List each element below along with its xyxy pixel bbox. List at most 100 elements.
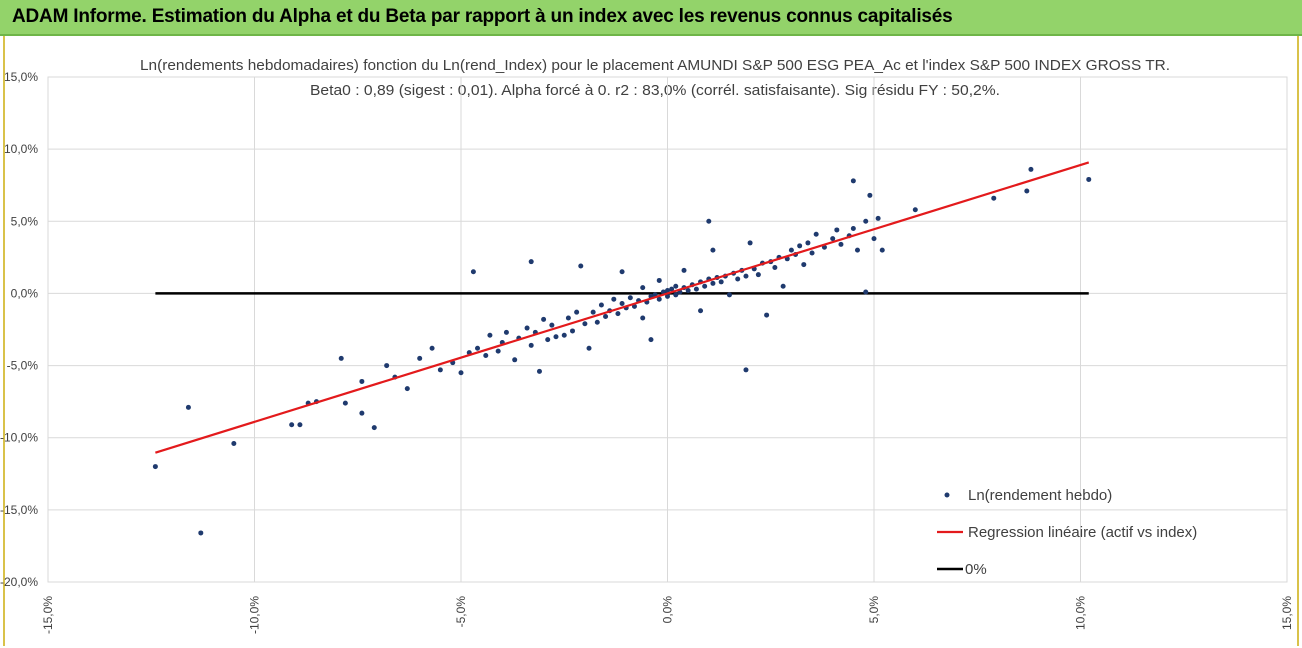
data-point <box>863 218 869 224</box>
data-point <box>685 288 691 294</box>
data-point <box>619 269 625 275</box>
header-banner: ADAM Informe. Estimation du Alpha et du … <box>0 0 1302 36</box>
data-point <box>615 311 621 317</box>
data-point <box>458 370 464 376</box>
data-point <box>656 277 662 283</box>
data-point <box>801 262 807 268</box>
plot-border <box>47 76 1288 583</box>
data-point <box>495 348 501 354</box>
legend-marker-scatter <box>944 492 950 498</box>
data-point <box>553 334 559 340</box>
data-point <box>813 231 819 237</box>
regression-line <box>155 161 1090 454</box>
data-point <box>673 283 679 289</box>
data-point <box>404 386 410 392</box>
legend-label: 0% <box>965 561 987 578</box>
data-point <box>710 247 716 253</box>
data-point <box>536 368 542 374</box>
x-tick-label: -10,0% <box>248 596 262 634</box>
y-tick-label: -20,0% <box>0 575 38 589</box>
x-tick-label: -5,0% <box>454 596 468 628</box>
data-point <box>726 292 732 298</box>
scatter-chart: Ln(rendements hebdomadaires) fonction du… <box>0 57 1294 634</box>
data-point <box>710 280 716 286</box>
data-point <box>809 250 815 256</box>
data-point <box>342 400 348 406</box>
y-tick-label: -15,0% <box>0 503 38 517</box>
grid <box>47 76 1288 583</box>
data-point <box>627 295 633 301</box>
data-point <box>289 422 295 428</box>
data-point <box>619 301 625 307</box>
header-title: ADAM Informe. Estimation du Alpha et du … <box>12 6 953 27</box>
data-point <box>838 241 844 247</box>
x-tick-label: -15,0% <box>41 596 55 634</box>
y-tick-label: 15,0% <box>4 70 38 84</box>
data-point <box>338 355 344 361</box>
data-point <box>772 264 778 270</box>
data-point <box>384 363 390 369</box>
data-point <box>198 530 204 536</box>
data-point <box>594 319 600 325</box>
data-point <box>863 289 869 295</box>
data-point <box>185 404 191 410</box>
data-point <box>590 309 596 315</box>
data-point <box>850 226 856 231</box>
data-point <box>797 243 803 249</box>
data-point <box>747 240 753 246</box>
data-point <box>743 273 749 279</box>
data-point <box>1024 188 1030 194</box>
data-point <box>561 332 567 338</box>
data-point <box>470 269 476 275</box>
data-point <box>764 312 770 318</box>
data-point <box>693 286 699 292</box>
data-point <box>665 288 670 294</box>
legend: Ln(rendement hebdo) Regression linéaire (… <box>937 487 1197 578</box>
data-point <box>437 367 443 373</box>
data-point <box>879 247 885 253</box>
x-tick-label: 15,0% <box>1280 596 1294 630</box>
data-point <box>875 215 881 221</box>
data-point <box>991 195 997 201</box>
data-point <box>598 302 604 308</box>
x-tick-label: 0,0% <box>661 596 675 624</box>
data-point <box>541 316 547 322</box>
y-tick-label: 0,0% <box>11 286 39 300</box>
data-point <box>854 247 860 253</box>
data-point <box>487 332 493 338</box>
chart-title: Ln(rendements hebdomadaires) fonction du… <box>140 57 1170 74</box>
data-point <box>912 207 918 213</box>
scatter-points <box>152 166 1092 536</box>
data-point <box>371 425 377 431</box>
chart-subtitle: Beta0 : 0,89 (sigest : 0,01). Alpha forc… <box>310 82 1000 99</box>
data-point <box>512 357 518 363</box>
data-point <box>867 192 873 198</box>
data-point <box>788 247 794 253</box>
data-point <box>702 283 708 289</box>
data-point <box>475 345 481 351</box>
data-point <box>743 367 749 373</box>
data-point <box>574 309 580 315</box>
y-tick-label: 5,0% <box>11 214 39 228</box>
data-point <box>656 296 662 302</box>
data-point <box>297 422 303 428</box>
x-axis-tick-labels: -15,0% -10,0% -5,0% 0,0% 5,0% 10,0% 15,0% <box>41 596 1294 634</box>
data-point <box>152 464 158 470</box>
data-point <box>586 345 592 351</box>
data-point <box>1086 176 1092 182</box>
data-point <box>603 314 609 320</box>
chart-frame <box>3 36 1299 646</box>
x-tick-label: 5,0% <box>867 596 881 624</box>
data-point <box>528 259 534 265</box>
data-point <box>718 279 724 285</box>
data-point <box>706 218 712 224</box>
data-point <box>780 283 786 289</box>
y-tick-label: -10,0% <box>0 431 38 445</box>
data-point <box>805 240 811 246</box>
data-point <box>429 345 435 351</box>
data-point <box>640 285 646 291</box>
data-point <box>359 410 365 416</box>
data-point <box>698 308 704 314</box>
data-point <box>1028 166 1034 172</box>
data-point <box>640 315 646 321</box>
